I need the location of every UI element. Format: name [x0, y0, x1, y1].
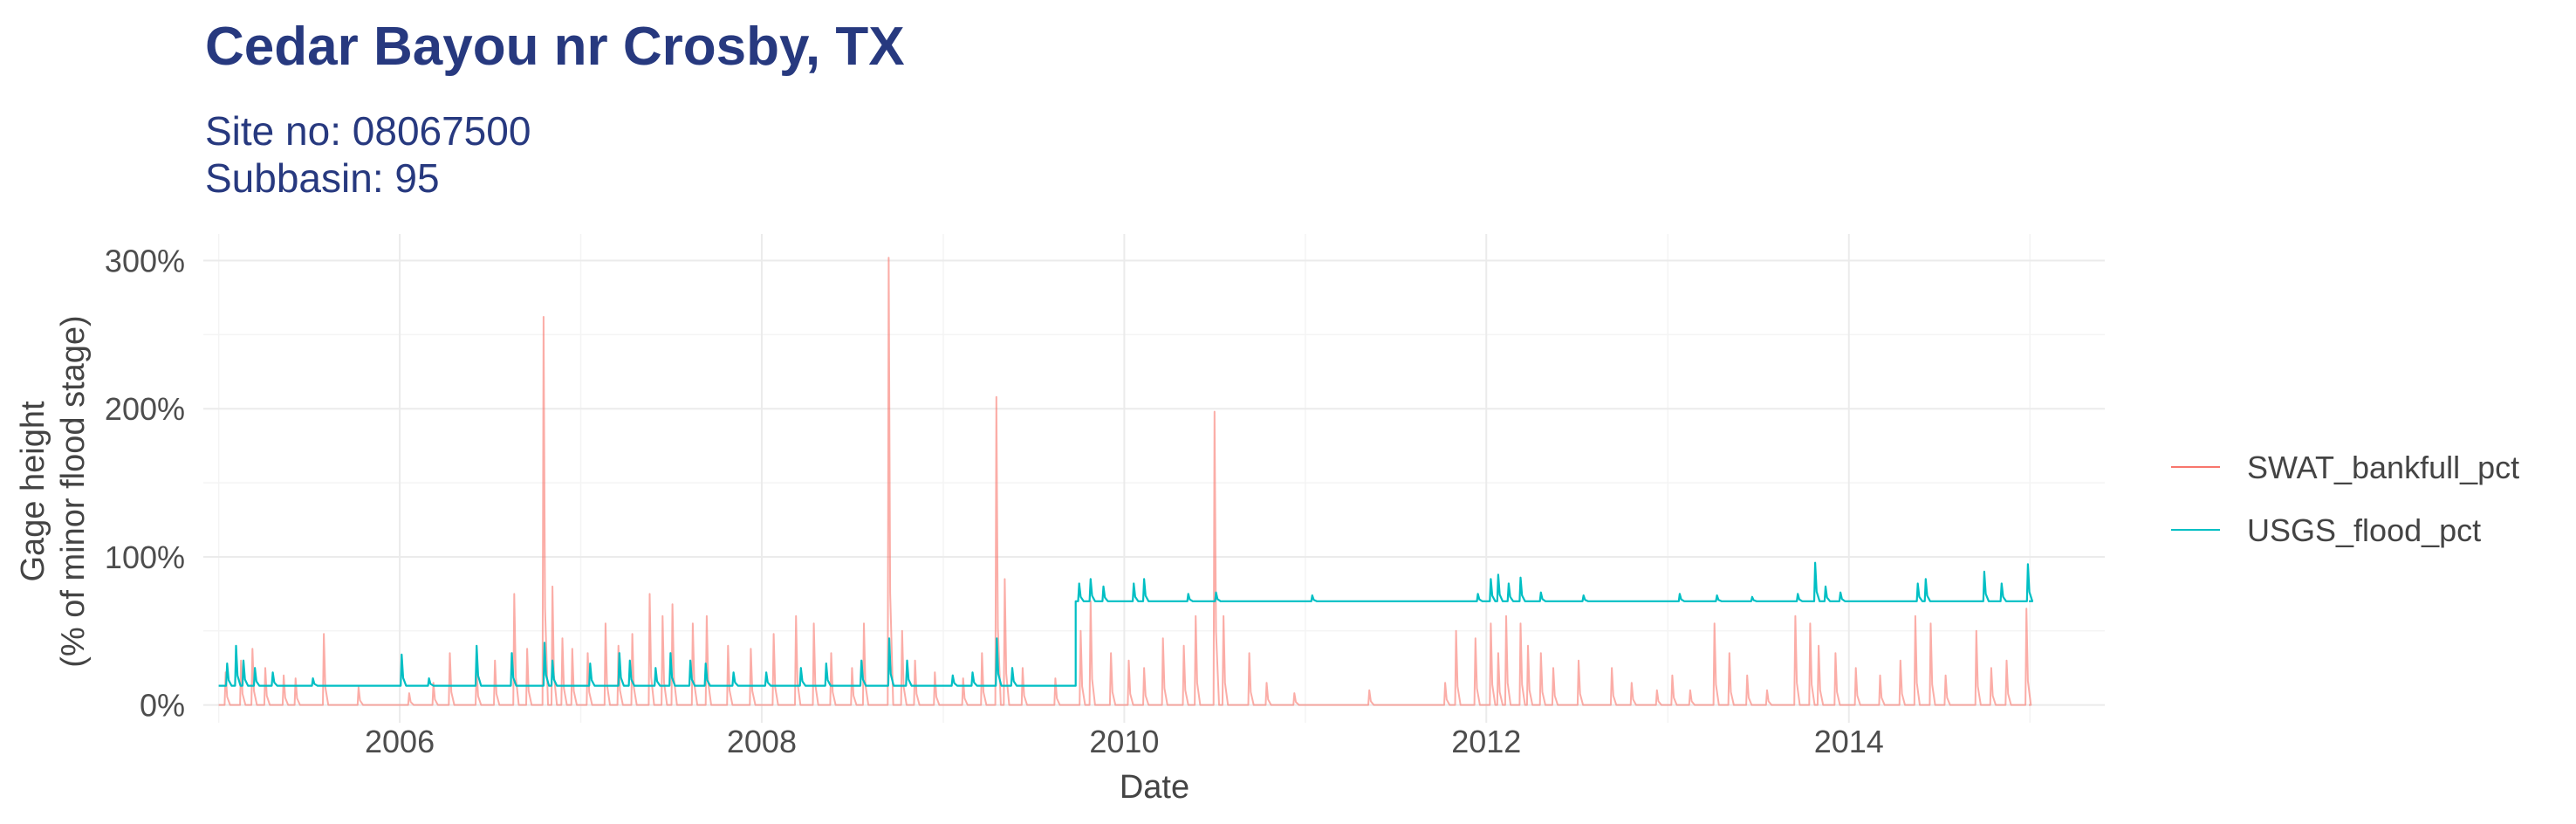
x-tick-label: 2006: [365, 724, 435, 759]
legend-label-swat: SWAT_bankfull_pct: [2247, 450, 2519, 485]
x-tick-label: 2008: [727, 724, 797, 759]
y-axis-label-line2: (% of minor flood stage): [55, 315, 92, 667]
chart-title: Cedar Bayou nr Crosby, TX: [205, 17, 905, 77]
series-layer: [218, 257, 2034, 706]
y-tick-label: 100%: [105, 539, 185, 575]
y-tick-label: 0%: [140, 688, 185, 724]
series-line-swat: [218, 257, 2032, 706]
y-tick-label: 300%: [105, 244, 185, 279]
y-tick-label: 200%: [105, 391, 185, 427]
x-tick-label: 2012: [1451, 724, 1521, 759]
legend: SWAT_bankfull_pct USGS_flood_pct: [2171, 450, 2519, 548]
chart-subtitle-site: Site no: 08067500: [205, 108, 531, 154]
legend-label-usgs: USGS_flood_pct: [2247, 512, 2481, 548]
x-axis-label: Date: [1120, 769, 1189, 806]
chart-subtitle-subbasin: Subbasin: 95: [205, 155, 440, 201]
x-tick-label: 2010: [1089, 724, 1159, 759]
axis-tick-labels: 0% 100% 200% 300% 2006 2008 2010 2012 2014: [105, 244, 1884, 759]
series-line-usgs: [218, 561, 2034, 687]
x-tick-label: 2014: [1814, 724, 1884, 759]
y-axis-label: Gage height (% of minor flood stage): [15, 315, 92, 667]
y-axis-label-line1: Gage height: [15, 401, 51, 581]
